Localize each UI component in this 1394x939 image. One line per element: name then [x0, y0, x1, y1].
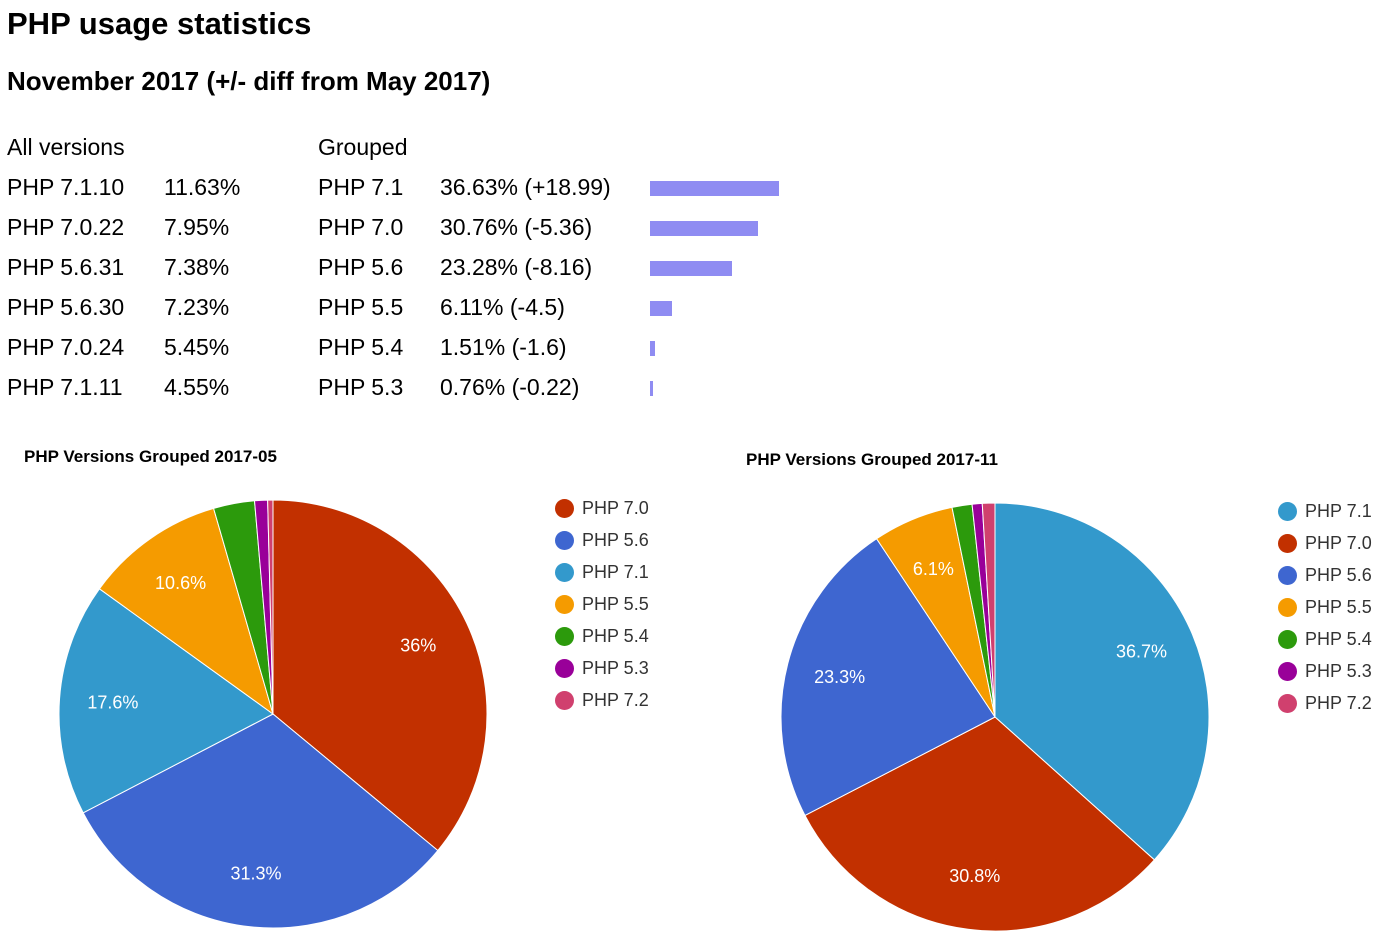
grouped-version: PHP 7.0 — [318, 214, 404, 240]
grouped-version: PHP 5.5 — [318, 294, 404, 320]
legend-label: PHP 7.2 — [1305, 693, 1372, 713]
pie-slice-php-5-5[interactable] — [98, 507, 274, 716]
legend-item[interactable]: PHP 7.2 — [1278, 693, 1372, 714]
pie-data-label: 36.7% — [1116, 642, 1167, 662]
legend-swatch-icon — [1278, 534, 1297, 553]
legend-item[interactable]: PHP 7.0 — [1278, 533, 1372, 554]
legend-swatch-icon — [555, 627, 574, 646]
pie-slice-php-7-2[interactable] — [267, 499, 274, 715]
all-versions-version: PHP 5.6.30 — [7, 294, 125, 320]
pie-slice-php-7-0[interactable] — [272, 499, 488, 852]
legend-swatch-icon — [555, 659, 574, 678]
legend-item[interactable]: PHP 5.4 — [555, 626, 649, 647]
all-versions-version: PHP 7.0.24 — [7, 334, 125, 360]
grouped-bar — [650, 221, 759, 236]
legend-label: PHP 7.1 — [1305, 501, 1372, 521]
pie-data-label: 36% — [400, 636, 436, 656]
all-versions-version: PHP 7.0.22 — [7, 214, 125, 240]
pie-slice-php-7-2[interactable] — [981, 502, 996, 718]
grouped-pct: 23.28% (-8.16) — [440, 254, 593, 280]
all-versions-pct: 7.23% — [164, 294, 230, 320]
legend-label: PHP 7.0 — [1305, 533, 1372, 553]
all-versions-pct: 7.38% — [164, 254, 230, 280]
grouped-version: PHP 5.6 — [318, 254, 404, 280]
grouped-bar — [650, 301, 672, 316]
pie-data-label: 17.6% — [87, 692, 138, 712]
pie-data-label: 31.3% — [231, 864, 282, 884]
all-versions-header: All versions — [7, 134, 125, 160]
page-subtitle: November 2017 (+/- diff from May 2017) — [7, 66, 491, 96]
legend-label: PHP 5.5 — [1305, 597, 1372, 617]
grouped-bar — [650, 261, 732, 276]
pie-data-label: 30.8% — [949, 866, 1000, 886]
legend-swatch-icon — [1278, 566, 1297, 585]
pie-data-label: 23.3% — [814, 667, 865, 687]
grouped-version: PHP 5.3 — [318, 374, 404, 400]
legend-item[interactable]: PHP 5.5 — [1278, 597, 1372, 618]
pie-slice-php-5-6[interactable] — [82, 713, 439, 929]
legend-item[interactable]: PHP 7.0 — [555, 498, 649, 519]
legend-label: PHP 5.4 — [582, 626, 649, 646]
page-title: PHP usage statistics — [7, 6, 312, 41]
legend-swatch-icon — [1278, 662, 1297, 681]
legend-item[interactable]: PHP 5.6 — [1278, 565, 1372, 586]
pie-slice-php-5-6[interactable] — [780, 538, 996, 817]
all-versions-version: PHP 7.1.10 — [7, 174, 125, 200]
chart-title: PHP Versions Grouped 2017-11 — [746, 450, 998, 469]
grouped-bar — [650, 341, 656, 356]
grouped-bar — [650, 381, 653, 396]
legend-label: PHP 7.2 — [582, 690, 649, 710]
all-versions-pct: 11.63% — [164, 174, 241, 200]
grouped-header: Grouped — [318, 134, 408, 160]
legend-item[interactable]: PHP 5.6 — [555, 530, 649, 551]
legend-swatch-icon — [1278, 502, 1297, 521]
grouped-version: PHP 5.4 — [318, 334, 404, 360]
pie-slice-php-7-1[interactable] — [58, 588, 274, 814]
all-versions-version: PHP 5.6.31 — [7, 254, 125, 280]
legend-label: PHP 7.0 — [582, 498, 649, 518]
legend-item[interactable]: PHP 5.3 — [1278, 661, 1372, 682]
legend-swatch-icon — [555, 499, 574, 518]
pie-data-label: 6.1% — [913, 559, 954, 579]
legend-item[interactable]: PHP 5.4 — [1278, 629, 1372, 650]
legend-label: PHP 5.6 — [582, 530, 649, 550]
all-versions-pct: 4.55% — [164, 374, 230, 400]
all-versions-pct: 5.45% — [164, 334, 230, 360]
grouped-pct: 0.76% (-0.22) — [440, 374, 580, 400]
legend-label: PHP 5.3 — [1305, 661, 1372, 681]
legend-label: PHP 5.6 — [1305, 565, 1372, 585]
legend-label: PHP 5.4 — [1305, 629, 1372, 649]
chart-title: PHP Versions Grouped 2017-05 — [24, 447, 277, 466]
grouped-bar — [650, 181, 779, 196]
legend-swatch-icon — [555, 595, 574, 614]
legend-item[interactable]: PHP 7.1 — [1278, 501, 1372, 522]
grouped-pct: 30.76% (-5.36) — [440, 214, 593, 240]
pie-slice-php-7-1[interactable] — [994, 502, 1210, 861]
legend-item[interactable]: PHP 7.1 — [555, 562, 649, 583]
pie-data-label: 10.6% — [155, 573, 206, 593]
legend-swatch-icon — [1278, 598, 1297, 617]
grouped-version: PHP 7.1 — [318, 174, 404, 200]
grouped-pct: 1.51% (-1.6) — [440, 334, 567, 360]
legend-label: PHP 5.5 — [582, 594, 649, 614]
grouped-pct: 36.63% (+18.99) — [440, 174, 611, 200]
legend-swatch-icon — [1278, 630, 1297, 649]
legend-swatch-icon — [555, 563, 574, 582]
legend-swatch-icon — [1278, 694, 1297, 713]
legend-swatch-icon — [555, 691, 574, 710]
grouped-pct: 6.11% (-4.5) — [440, 294, 565, 320]
all-versions-version: PHP 7.1.11 — [7, 374, 123, 400]
all-versions-pct: 7.95% — [164, 214, 230, 240]
legend-label: PHP 7.1 — [582, 562, 649, 582]
legend-item[interactable]: PHP 5.3 — [555, 658, 649, 679]
legend-item[interactable]: PHP 7.2 — [555, 690, 649, 711]
legend-label: PHP 5.3 — [582, 658, 649, 678]
legend-item[interactable]: PHP 5.5 — [555, 594, 649, 615]
legend-swatch-icon — [555, 531, 574, 550]
